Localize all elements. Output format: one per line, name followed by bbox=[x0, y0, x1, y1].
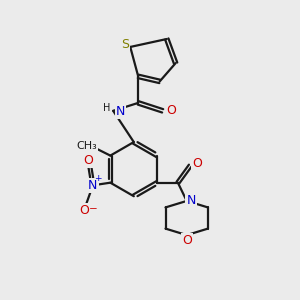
Text: O: O bbox=[192, 157, 202, 170]
Text: −: − bbox=[88, 204, 97, 214]
Text: N: N bbox=[116, 105, 125, 118]
Text: CH₃: CH₃ bbox=[76, 141, 97, 152]
Text: H: H bbox=[103, 103, 111, 113]
Text: N: N bbox=[186, 194, 196, 207]
Text: N: N bbox=[88, 179, 98, 192]
Text: O: O bbox=[79, 203, 89, 217]
Text: O: O bbox=[166, 104, 176, 117]
Text: O: O bbox=[182, 234, 192, 247]
Text: O: O bbox=[83, 154, 93, 167]
Text: S: S bbox=[121, 38, 129, 51]
Text: +: + bbox=[94, 174, 102, 183]
